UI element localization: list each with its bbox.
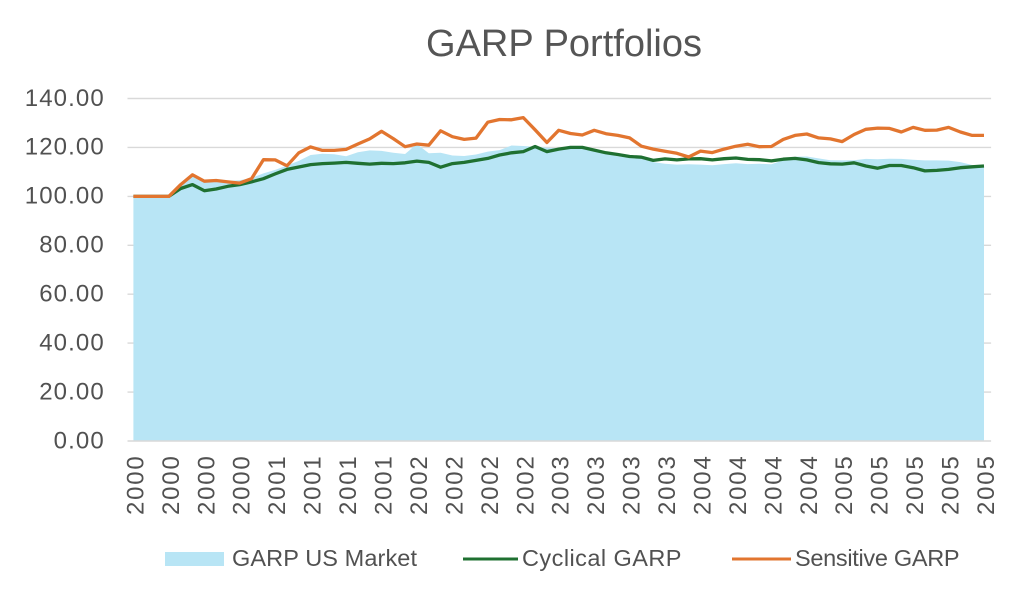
svg-text:2003: 2003 — [583, 454, 610, 515]
svg-text:2005: 2005 — [938, 454, 965, 515]
svg-text:2003: 2003 — [654, 454, 681, 515]
svg-text:2000: 2000 — [229, 454, 256, 515]
svg-text:2001: 2001 — [335, 454, 362, 515]
svg-text:60.00: 60.00 — [39, 281, 105, 308]
svg-text:80.00: 80.00 — [39, 232, 105, 259]
svg-text:40.00: 40.00 — [39, 329, 105, 356]
svg-text:2005: 2005 — [973, 454, 1000, 515]
svg-text:100.00: 100.00 — [25, 183, 105, 210]
svg-text:2004: 2004 — [725, 454, 752, 515]
svg-text:2000: 2000 — [122, 454, 149, 515]
svg-text:2000: 2000 — [158, 454, 185, 515]
svg-text:2001: 2001 — [371, 454, 398, 515]
svg-text:2004: 2004 — [796, 454, 823, 515]
svg-text:120.00: 120.00 — [25, 134, 105, 161]
svg-text:2003: 2003 — [619, 454, 646, 515]
svg-text:2004: 2004 — [760, 454, 787, 515]
svg-text:GARP US Market: GARP US Market — [232, 545, 417, 571]
svg-text:GARP Portfolios: GARP Portfolios — [426, 23, 702, 65]
svg-text:2002: 2002 — [512, 454, 539, 515]
svg-text:2005: 2005 — [831, 454, 858, 515]
svg-text:2000: 2000 — [193, 454, 220, 515]
svg-text:0.00: 0.00 — [54, 427, 105, 454]
svg-text:2004: 2004 — [690, 454, 717, 515]
svg-text:140.00: 140.00 — [25, 85, 105, 112]
svg-text:Cyclical GARP: Cyclical GARP — [522, 545, 682, 571]
svg-text:2002: 2002 — [406, 454, 433, 515]
svg-text:2001: 2001 — [300, 454, 327, 515]
svg-text:2005: 2005 — [867, 454, 894, 515]
svg-text:2002: 2002 — [477, 454, 504, 515]
svg-text:2001: 2001 — [264, 454, 291, 515]
svg-text:2002: 2002 — [441, 454, 468, 515]
svg-text:Sensitive GARP: Sensitive GARP — [795, 545, 959, 571]
svg-text:2005: 2005 — [902, 454, 929, 515]
svg-text:20.00: 20.00 — [39, 378, 105, 405]
svg-text:2003: 2003 — [548, 454, 575, 515]
